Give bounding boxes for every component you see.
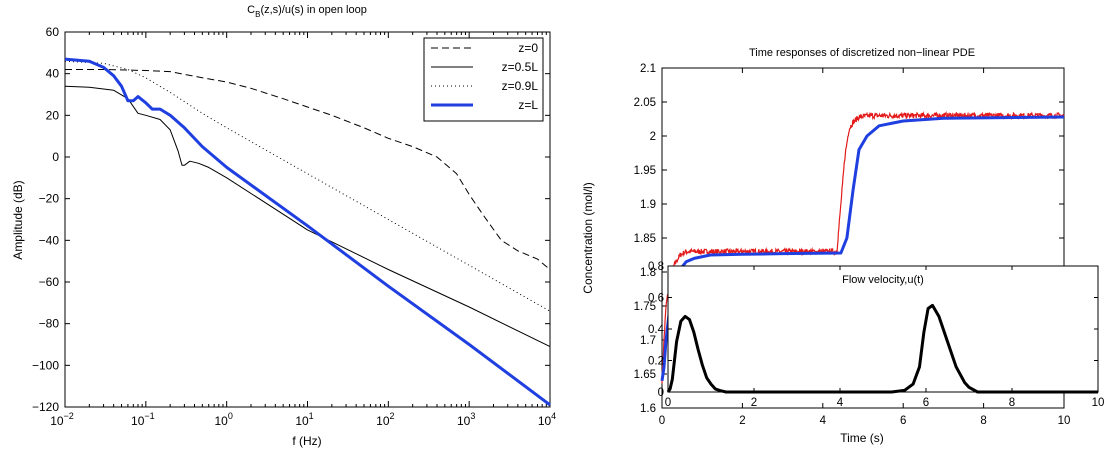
- time-x-axis-label: Time (s): [840, 431, 884, 445]
- bode-y-tick-label: 60: [46, 25, 60, 39]
- bode-y-tick-label: −20: [39, 192, 60, 206]
- bode-chart: CB(z,s)/u(s) in open loop f (Hz) Amplitu…: [11, 4, 556, 448]
- time-x-tick-label: 2: [739, 415, 745, 427]
- inset-x-tick-label: 0: [665, 397, 671, 409]
- time-y-tick-label: 1.8: [640, 267, 656, 279]
- time-x-tick-label: 4: [820, 415, 827, 427]
- inset-series-line-1: [666, 303, 1098, 394]
- time-y-axis-label: Concentration (mol/l): [581, 182, 595, 293]
- inset-x-tick-label: 4: [837, 397, 844, 409]
- inset-series-lines: [666, 303, 1098, 394]
- inset-y-tick-label: 0.4: [648, 324, 665, 336]
- bode-y-axis-label: Amplitude (dB): [11, 180, 25, 259]
- time-y-tick-label: 2: [650, 131, 656, 143]
- time-y-tick-label: 1.95: [634, 165, 656, 177]
- time-y-tick-label: 1.65: [634, 369, 656, 381]
- bode-x-tick-label: 10−2: [50, 411, 74, 428]
- inset-chart: Flow velocity,u(t) 0 0.2 0.4 0.6 0.8 0 2 4 6 8 10: [648, 261, 1104, 409]
- time-y-tick-label: 2.1: [640, 63, 656, 75]
- inset-y-tick-label: 0.8: [648, 261, 664, 273]
- bode-y-ticks: 60 40 20 0 −20 −40 −60 −80 −100 −120: [32, 25, 550, 414]
- bode-y-tick-label: −40: [39, 233, 60, 247]
- bode-chart-title: CB(z,s)/u(s) in open loop: [247, 4, 367, 19]
- time-x-tick-label: 10: [1058, 415, 1071, 427]
- inset-y-tick-label: 0: [658, 387, 664, 399]
- bode-y-tick-label: 20: [46, 108, 60, 122]
- bode-x-tick-label: 104: [538, 411, 556, 428]
- time-x-tick-label: 6: [900, 415, 906, 427]
- bode-y-tick-label: −60: [39, 275, 60, 289]
- legend-label-z0: z=0: [518, 41, 538, 55]
- time-x-ticks: 0 2 4 6 8 10: [659, 68, 1071, 427]
- legend-entry-zl: z=L: [431, 98, 538, 112]
- time-y-tick-label: 1.75: [634, 301, 656, 313]
- bode-series-line-4: [64, 57, 551, 407]
- inset-y-tick-label: 0.6: [648, 293, 664, 305]
- bode-legend: z=0 z=0.5L z=0.9L z=L: [423, 37, 544, 122]
- bode-x-tick-label: 100: [214, 411, 232, 428]
- legend-label-z09: z=0.9L: [502, 79, 539, 93]
- bode-y-tick-label: −80: [39, 317, 60, 331]
- legend-label-z05: z=0.5L: [502, 60, 539, 74]
- time-y-tick-label: 1.85: [634, 233, 656, 245]
- time-chart-title: Time responses of discretized non−linear…: [749, 47, 975, 59]
- bode-x-axis-label: f (Hz): [292, 434, 321, 448]
- time-y-ticks: 1.6 1.65 1.7 1.75 1.8 1.85 1.9 1.95 2 2.05 2.1: [634, 63, 1064, 415]
- time-y-tick-label: 1.7: [640, 335, 656, 347]
- inset-x-tick-label: 10: [1092, 397, 1105, 409]
- inset-title: Flow velocity,u(t): [842, 274, 924, 286]
- inset-y-ticks: 0 0.2 0.4 0.6 0.8: [648, 261, 1098, 399]
- time-y-tick-label: 2.05: [634, 97, 656, 109]
- bode-x-tick-label: 102: [376, 411, 394, 428]
- inset-x-tick-label: 8: [1009, 397, 1015, 409]
- inset-x-tick-label: 6: [923, 397, 929, 409]
- time-x-tick-label: 8: [980, 415, 986, 427]
- time-response-chart: Time responses of discretized non−linear…: [581, 47, 1104, 445]
- bode-series-line-1: [65, 69, 551, 270]
- time-y-tick-label: 1.9: [640, 199, 656, 211]
- bode-y-tick-label: −100: [32, 358, 59, 372]
- bode-series-lines: [64, 57, 551, 407]
- bode-y-tick-label: −120: [32, 400, 59, 414]
- inset-y-tick-label: 0.2: [648, 356, 664, 368]
- legend-box: [423, 37, 544, 122]
- inset-x-tick-label: 2: [751, 397, 757, 409]
- time-y-tick-label: 1.6: [640, 403, 656, 415]
- bode-x-tick-label: 101: [295, 411, 313, 428]
- inset-x-ticks: 0 2 4 6 8 10: [665, 266, 1105, 409]
- legend-entry-z0: z=0: [431, 41, 538, 55]
- bode-y-tick-label: 40: [46, 67, 60, 81]
- legend-label-zl: z=L: [518, 98, 538, 112]
- bode-y-tick-label: 0: [52, 150, 59, 164]
- legend-entry-z09: z=0.9L: [431, 79, 538, 93]
- bode-x-tick-label: 103: [457, 411, 475, 428]
- inset-plot-area: [667, 265, 1099, 393]
- time-x-tick-label: 0: [659, 415, 665, 427]
- bode-x-tick-label: 10−1: [131, 411, 155, 428]
- legend-entry-z05: z=0.5L: [431, 60, 538, 74]
